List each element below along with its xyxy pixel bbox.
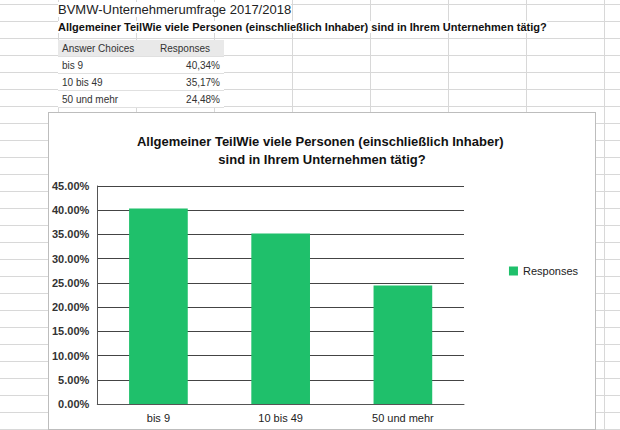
html-text:Allgemeiner TeilWie viele Pers: Allgemeiner TeilWie viele Personen (eins… (58, 21, 547, 33)
html-text:40,34%: 40,34% (186, 59, 220, 71)
svg-text:35.00%: 35.00% (52, 228, 90, 240)
svg-text:50 und mehr: 50 und mehr (372, 412, 434, 424)
svg-text:20.00%: 20.00% (52, 301, 90, 313)
svg-text:25.00%: 25.00% (52, 277, 90, 289)
html-text:10 bis 49: 10 bis 49 (62, 76, 103, 88)
html-text:Responses: Responses (160, 42, 210, 54)
svg-text:sind in Ihrem Unternehmen täti: sind in Ihrem Unternehmen tätig? (218, 152, 425, 167)
svg-text:30.00%: 30.00% (52, 253, 90, 265)
svg-text:10.00%: 10.00% (52, 350, 90, 362)
svg-text:5.00%: 5.00% (58, 374, 89, 386)
svg-text:0.00%: 0.00% (58, 398, 89, 410)
svg-text:15.00%: 15.00% (52, 325, 90, 337)
svg-text:10 bis 49: 10 bis 49 (258, 412, 303, 424)
svg-text:Responses: Responses (523, 265, 579, 277)
html-text:24,48%: 24,48% (186, 93, 220, 105)
svg-text:bis 9: bis 9 (147, 412, 170, 424)
html-text:35,17%: 35,17% (186, 76, 220, 88)
html-text:BVMW-Unternehmerumfrage 2017/2: BVMW-Unternehmerumfrage 2017/2018 (58, 2, 292, 17)
html-text:50 und mehr: 50 und mehr (62, 93, 119, 105)
html-text:bis 9: bis 9 (62, 59, 84, 71)
svg-text:40.00%: 40.00% (52, 204, 90, 216)
svg-text:Allgemeiner TeilWie viele Pers: Allgemeiner TeilWie viele Personen (eins… (137, 134, 507, 149)
svg-text:45.00%: 45.00% (52, 180, 90, 192)
html-text:Answer Choices: Answer Choices (62, 42, 135, 54)
